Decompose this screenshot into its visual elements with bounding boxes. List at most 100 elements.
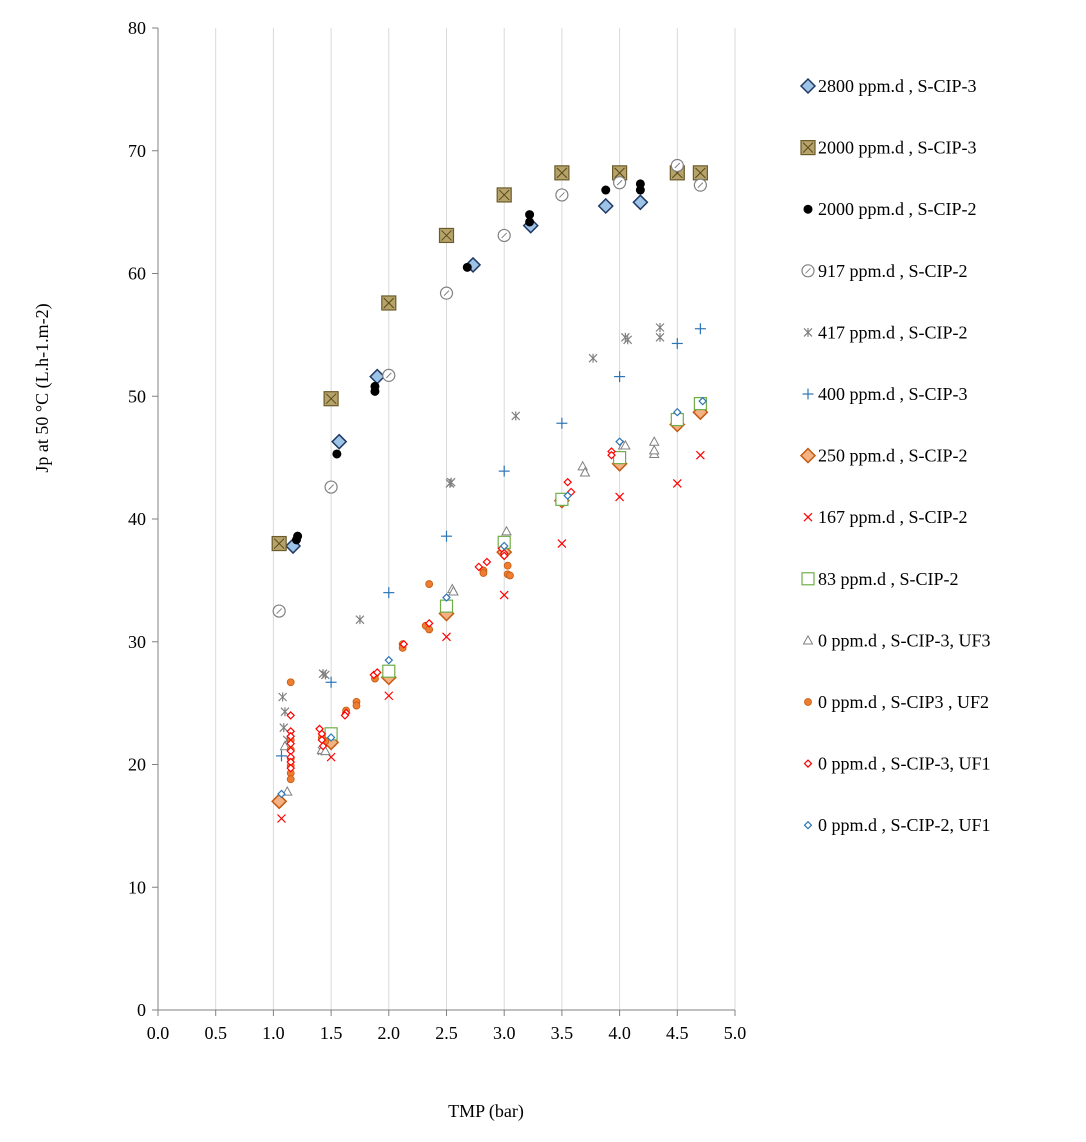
x-tick-label: 3.5 xyxy=(551,1023,574,1043)
data-point xyxy=(438,227,455,244)
data-point xyxy=(278,692,288,702)
y-tick-label: 30 xyxy=(128,632,146,652)
data-point xyxy=(496,187,512,203)
data-point xyxy=(439,286,454,300)
data-point xyxy=(340,711,350,720)
data-point xyxy=(501,525,512,536)
data-point xyxy=(506,571,514,580)
data-point xyxy=(369,368,386,385)
data-point xyxy=(323,391,339,407)
data-point xyxy=(635,179,645,189)
legend-item: 2800 ppm.d , S-CIP-3 xyxy=(799,76,977,96)
data-point xyxy=(672,407,682,417)
x-tick-labels: 0.0 0.5 1.0 1.5 2.0 2.5 3.0 3.5 4.0 4.5 5.0 xyxy=(147,1023,747,1043)
data-point xyxy=(331,433,348,450)
legend-label: 2800 ppm.d , S-CIP-3 xyxy=(818,76,977,96)
data-point xyxy=(671,337,683,349)
data-point xyxy=(525,217,535,227)
legend-label: 400 ppm.d , S-CIP-3 xyxy=(818,384,968,404)
data-point xyxy=(352,701,361,710)
legend-label: 0 ppm.d , S-CIP3 , UF2 xyxy=(818,692,989,712)
data-point xyxy=(384,655,394,665)
data-point xyxy=(607,450,616,460)
data-point xyxy=(670,158,684,173)
data-point xyxy=(692,165,708,181)
data-point xyxy=(499,551,509,561)
x-tick-label: 2.5 xyxy=(435,1023,458,1043)
x-tick-label: 1.5 xyxy=(320,1023,343,1043)
legend-label: 0 ppm.d , S-CIP-3, UF3 xyxy=(818,630,991,650)
y-axis-label: Jp at 50 °C (L.h-1.m-2) xyxy=(32,303,53,472)
data-point xyxy=(557,539,567,548)
data-point xyxy=(611,165,628,181)
data-point xyxy=(615,492,625,502)
x-tick-label: 1.0 xyxy=(262,1023,285,1043)
legend-label: 0 ppm.d , S-CIP-3, UF1 xyxy=(818,754,991,774)
legend-marker xyxy=(802,388,814,400)
legend-marker xyxy=(803,759,813,768)
y-tick-labels: 0 10 20 30 40 50 60 70 80 xyxy=(128,18,146,1020)
data-point xyxy=(382,664,396,678)
data-point xyxy=(446,477,456,487)
legend-item: 250 ppm.d , S-CIP-2 xyxy=(799,446,968,466)
data-point xyxy=(554,165,570,181)
data-point xyxy=(439,599,454,613)
data-point xyxy=(324,480,338,494)
data-point xyxy=(372,668,382,677)
data-point xyxy=(620,439,631,450)
data-point xyxy=(442,593,451,602)
grid-lines xyxy=(215,28,736,1010)
data-point xyxy=(693,178,707,192)
data-point xyxy=(271,793,288,810)
legend-label: 167 ppm.d , S-CIP-2 xyxy=(818,507,968,527)
legend-label: 917 ppm.d , S-CIP-2 xyxy=(818,261,968,281)
data-point xyxy=(424,618,434,628)
data-point xyxy=(511,411,521,421)
data-point xyxy=(612,451,627,465)
legend-marker xyxy=(803,204,813,214)
legend-item: 0 ppm.d , S-CIP-2, UF1 xyxy=(803,815,991,835)
y-tick-label: 50 xyxy=(128,386,146,406)
x-tick-label: 4.5 xyxy=(666,1023,689,1043)
x-tick-label: 2.0 xyxy=(378,1023,401,1043)
data-point xyxy=(275,750,287,762)
data-point xyxy=(448,585,459,596)
data-point xyxy=(277,789,286,799)
data-point xyxy=(499,541,509,551)
data-point xyxy=(286,711,296,720)
data-point xyxy=(474,562,484,572)
data-point xyxy=(563,491,573,501)
data-point xyxy=(655,332,665,342)
data-point xyxy=(286,678,295,687)
y-tick-label: 60 xyxy=(128,264,146,284)
y-tick-label: 0 xyxy=(137,1000,146,1020)
x-tick-label: 5.0 xyxy=(724,1023,747,1043)
data-point xyxy=(614,371,626,383)
axes xyxy=(152,27,736,1016)
legend-item: 0 ppm.d , S-CIP-3, UF1 xyxy=(803,754,991,774)
legend-marker xyxy=(801,264,815,278)
legend-label: 83 ppm.d , S-CIP-2 xyxy=(818,569,959,589)
legend-item: 0 ppm.d , S-CIP3 , UF2 xyxy=(804,692,989,712)
data-point xyxy=(382,368,396,382)
legend-item: 917 ppm.d , S-CIP-2 xyxy=(801,261,968,281)
legend-item: 167 ppm.d , S-CIP-2 xyxy=(803,507,968,527)
data-point xyxy=(383,587,395,599)
data-point xyxy=(293,531,303,541)
x-tick-label: 3.0 xyxy=(493,1023,516,1043)
legend-label: 2000 ppm.d , S-CIP-3 xyxy=(818,138,977,158)
data-point xyxy=(381,295,397,311)
data-point xyxy=(332,449,342,459)
data-point xyxy=(556,417,568,429)
data-point xyxy=(320,670,330,680)
data-point xyxy=(277,814,286,823)
legend-label: 417 ppm.d , S-CIP-2 xyxy=(818,322,968,342)
x-tick-label: 4.0 xyxy=(608,1023,631,1043)
data-point xyxy=(672,478,682,488)
data-point xyxy=(462,262,472,272)
legend-marker xyxy=(803,512,813,522)
legend-marker xyxy=(799,77,817,95)
y-tick-label: 20 xyxy=(128,755,146,775)
legend-item: 417 ppm.d , S-CIP-2 xyxy=(803,322,968,342)
y-tick-label: 40 xyxy=(128,509,146,529)
